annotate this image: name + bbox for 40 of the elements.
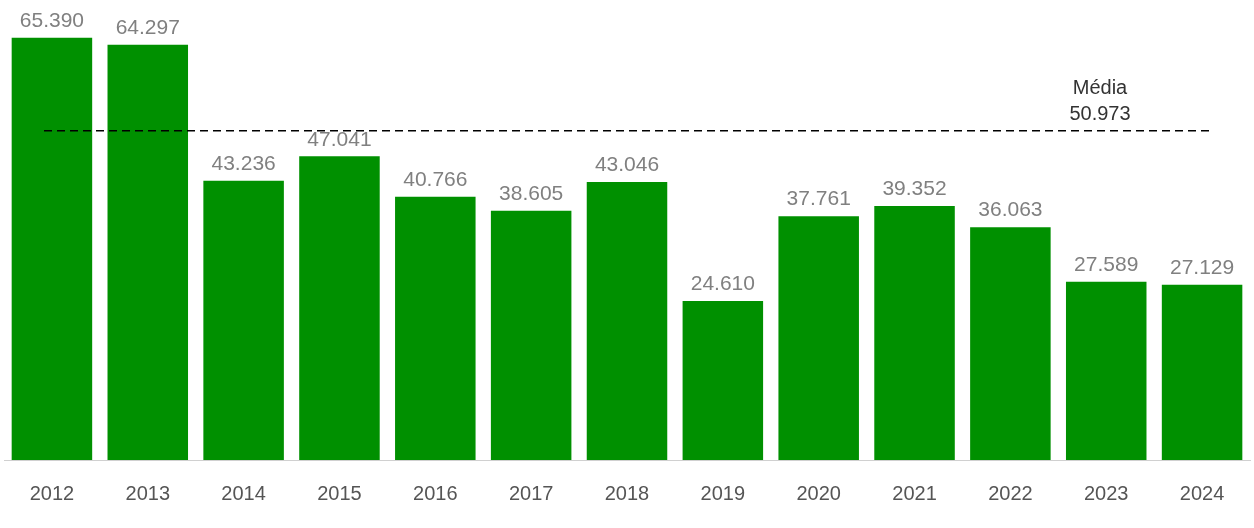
x-tick-label: 2022 xyxy=(988,481,1033,504)
data-label: 24.610 xyxy=(690,271,755,295)
bar xyxy=(1161,284,1243,460)
bar xyxy=(490,210,572,460)
x-tick-label: 2018 xyxy=(604,481,650,504)
x-tick-label: 2021 xyxy=(892,481,937,504)
data-label: 47.041 xyxy=(307,126,372,150)
bar xyxy=(203,180,284,460)
bar xyxy=(11,37,93,460)
bar xyxy=(778,216,859,460)
x-tick-label: 2017 xyxy=(508,481,554,504)
x-tick-label: 2012 xyxy=(29,481,75,504)
x-tick-label: 2014 xyxy=(221,481,266,504)
data-label: 65.390 xyxy=(19,8,85,32)
data-label: 37.761 xyxy=(786,186,851,210)
bar xyxy=(970,227,1051,460)
data-label: 43.046 xyxy=(594,152,660,176)
bar xyxy=(107,44,189,460)
bar xyxy=(395,196,476,460)
bar xyxy=(1065,281,1147,460)
x-tick-label: 2024 xyxy=(1179,481,1225,504)
data-label: 43.236 xyxy=(211,151,276,175)
data-label: 38.605 xyxy=(499,181,564,205)
x-tick-label: 2019 xyxy=(700,481,746,504)
data-label: 40.766 xyxy=(403,167,468,191)
data-label: 36.063 xyxy=(978,197,1043,221)
data-label: 27.589 xyxy=(1074,252,1139,276)
data-label: 64.297 xyxy=(115,15,180,39)
bar xyxy=(299,156,380,460)
data-label: 27.129 xyxy=(1169,255,1235,279)
x-tick-label: 2020 xyxy=(796,481,841,504)
bar xyxy=(682,301,764,460)
x-tick-label: 2013 xyxy=(125,481,171,504)
x-tick-label: 2023 xyxy=(1083,481,1129,504)
x-tick-label: 2015 xyxy=(317,481,362,504)
x-tick-label: 2016 xyxy=(413,481,458,504)
ref-line-label: Média 50.973 xyxy=(1069,76,1131,125)
bar xyxy=(586,182,668,460)
bar xyxy=(874,205,955,460)
data-label: 39.352 xyxy=(882,176,947,200)
